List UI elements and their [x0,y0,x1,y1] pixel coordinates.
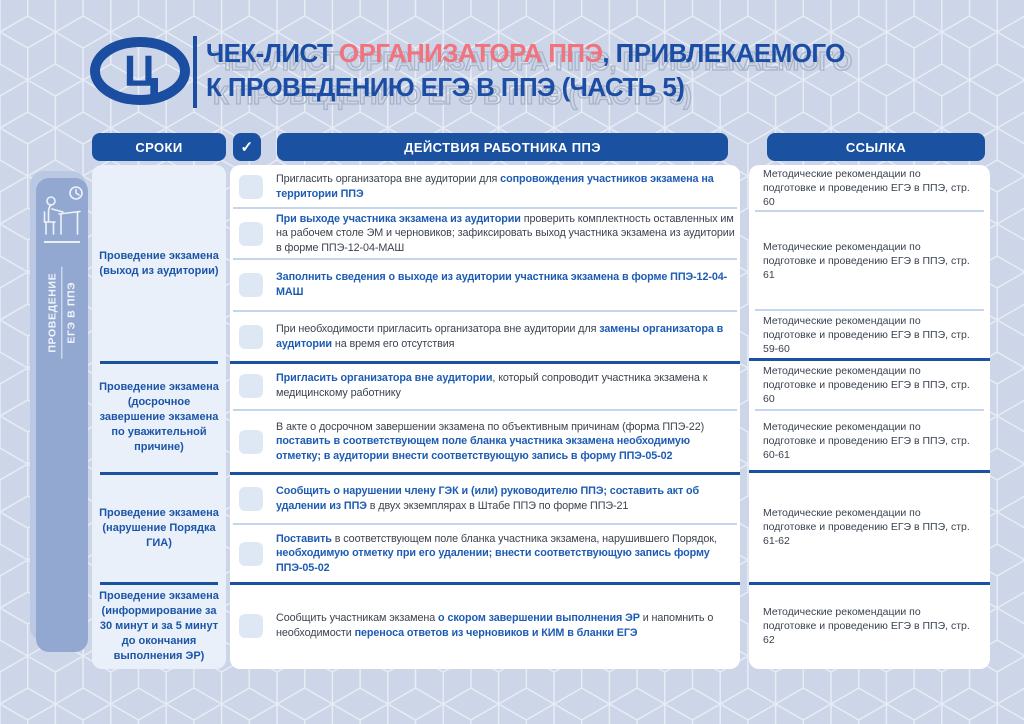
row-divider [233,523,737,525]
section-divider [100,582,218,585]
reference-item: Методические рекомендации по подготовке … [763,240,970,281]
action-row: Пригласить организатора вне аудитории, к… [230,362,740,410]
reference-item: Методические рекомендации по подготовке … [763,606,970,646]
term-item: Проведение экзамена (нарушение Порядка Г… [99,506,219,549]
page-title: ЧЕК-ЛИСТ ОРГАНИЗАТОРА ППЭ, ПРИВЛЕКАЕМОГО… [206,38,845,102]
sidebar-label-divider [61,266,63,359]
action-text: В акте о досрочном завершении экзамена п… [276,420,705,462]
title-shadow: ЧЕК-ЛИСТ ОРГАНИЗАТОРА ППЭ, ПРИВЛЕКАЕМОГО… [212,45,853,110]
term-item: Проведение экзамена (досрочное завершени… [99,381,219,453]
exam-desk-icon [43,186,83,235]
checkbox[interactable] [239,273,263,297]
reference-item: Методические рекомендации по подготовке … [763,507,970,547]
checkbox[interactable] [239,374,263,398]
column-header-actions: ДЕЙСТВИЯ РАБОТНИКА ППЭ [277,133,728,161]
svg-text:Ц: Ц [124,47,156,96]
section-divider [749,470,990,473]
row-divider [233,207,737,209]
action-row: Сообщить участникам экзамена о скором за… [230,583,740,669]
action-row: Поставить в соответствующем поле бланка … [230,524,740,583]
checkbox[interactable] [239,324,263,349]
column-header-terms: СРОКИ [92,133,226,161]
column-header-check: ✓ [233,133,261,161]
section-divider [749,358,990,361]
testing-center-logo-icon: Ц [90,37,190,105]
reference-item: Методические рекомендации по подготовке … [763,314,970,355]
action-text: При выходе участника экзамена из аудитор… [276,212,735,254]
section-divider [230,361,740,364]
reference-item: Методические рекомендации по подготовке … [763,364,970,405]
sidebar-label: ПРОВЕДЕНИЕ ЕГЭ В ППЭ [36,248,88,378]
clock-icon [69,186,83,200]
row-divider [233,310,737,312]
action-row: Сообщить о нарушении члену ГЭК и (или) р… [230,473,740,524]
action-text: Пригласить организатора вне аудитории дл… [276,172,714,200]
section-divider [230,582,740,585]
action-row: В акте о досрочном завершении экзамена п… [230,410,740,473]
row-divider [755,210,984,212]
action-text: Заполнить сведения о выходе из аудитории… [276,271,728,298]
checkmark-icon: ✓ [240,139,254,156]
section-divider [749,582,990,585]
title-accent: ОРГАНИЗАТОРА ППЭ [338,38,603,68]
column-header-reference: ССЫЛКА [767,133,985,161]
section-divider [230,472,740,475]
action-text: Пригласить организатора вне аудитории, к… [276,372,708,399]
action-row: Пригласить организатора вне аудитории дл… [230,165,740,208]
action-row: Заполнить сведения о выходе из аудитории… [230,259,740,311]
checkbox[interactable] [239,614,263,638]
checkbox[interactable] [239,486,263,511]
row-divider [233,409,737,411]
section-divider [100,472,218,475]
checkbox[interactable] [239,174,263,199]
action-row: При необходимости пригласить организатор… [230,311,740,362]
checkbox[interactable] [239,541,263,566]
row-divider [755,409,984,411]
reference-item: Методические рекомендации по подготовке … [763,168,970,208]
checkbox[interactable] [239,221,263,246]
action-text: Поставить в соответствующем поле бланка … [276,532,717,574]
row-divider [233,258,737,260]
action-text: При необходимости пригласить организатор… [276,322,724,350]
section-divider [100,361,218,364]
sidebar-label-line2: ЕГЭ В ППЭ [65,282,78,344]
section-tab-exam-conduct: ПРОВЕДЕНИЕ ЕГЭ В ППЭ [36,178,88,652]
reference-panel: Методические рекомендации по подготовке … [749,165,990,669]
term-item: Проведение экзамена (выход из аудитории) [99,249,219,277]
header-divider [193,36,197,108]
term-item: Проведение экзамена (информирование за 3… [99,589,219,662]
action-text: Сообщить участникам экзамена о скором за… [276,612,714,639]
action-text: Сообщить о нарушении члену ГЭК и (или) р… [276,484,700,512]
row-divider [755,309,984,311]
reference-item: Методические рекомендации по подготовке … [763,420,970,461]
sidebar-label-line1: ПРОВЕДЕНИЕ [46,273,59,353]
terms-panel: Проведение экзамена (выход из аудитории)… [92,165,226,669]
action-row: При выходе участника экзамена из аудитор… [230,208,740,259]
checkbox[interactable] [239,429,263,454]
actions-panel: Пригласить организатора вне аудитории дл… [230,165,740,669]
sidebar-separator [44,241,80,243]
